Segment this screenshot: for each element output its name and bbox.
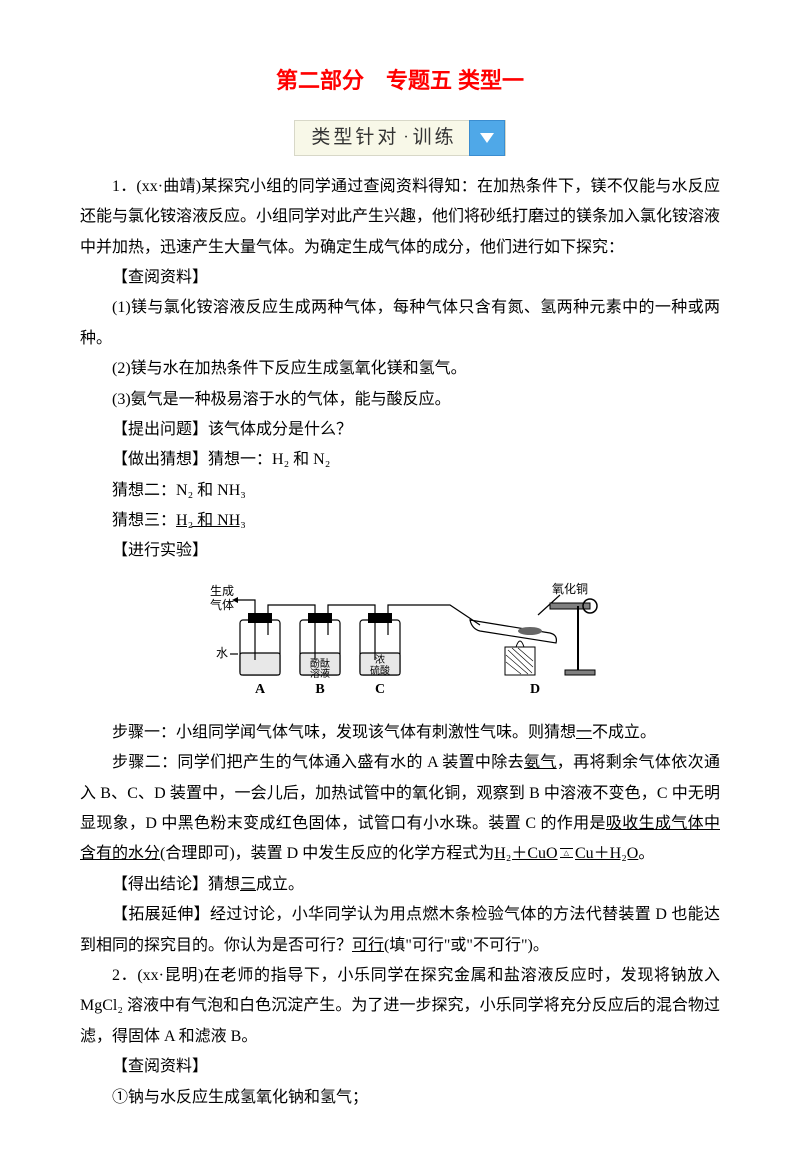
guess3-body: H₂ 和 NH₃ bbox=[176, 512, 246, 529]
q1-guess2: 猜想二：N₂ 和 NH₃ bbox=[80, 476, 720, 506]
q1-step1: 步骤一：小组同学闻气体气味，发现该气体有刺激性气味。则猜想一不成立。 bbox=[80, 718, 720, 748]
label-gas2: 气体 bbox=[210, 597, 234, 612]
label-b2b: 硫酸 bbox=[370, 664, 390, 677]
cap-A: A bbox=[255, 682, 266, 697]
q1-section-jinxing: 【进行实验】 bbox=[80, 536, 720, 566]
step2-ans1: 氨气 bbox=[524, 754, 557, 771]
step1-post: 不成立。 bbox=[592, 724, 656, 741]
label-b2: 浓 bbox=[375, 654, 385, 666]
tuozhan-ans: 可行 bbox=[352, 937, 384, 954]
guess1-body: H₂ 和 N₂ bbox=[272, 451, 330, 468]
q1-bullet2: (2)镁与水在加热条件下反应生成氢氧化镁和氢气。 bbox=[80, 354, 720, 384]
step2-eq1: H₂＋CuO bbox=[494, 845, 557, 862]
page-title: 第二部分 专题五 类型一 bbox=[80, 60, 720, 102]
banner-container: 类型针对 · 训练 bbox=[80, 120, 720, 156]
step2-pre: 步骤二：同学们把产生的气体通入盛有水的 A 装置中除去 bbox=[112, 754, 524, 771]
step2-end: 。 bbox=[638, 845, 654, 862]
label-cuo: 氧化铜 bbox=[552, 581, 588, 596]
q1-bullet3: (3)氨气是一种极易溶于水的气体，能与酸反应。 bbox=[80, 385, 720, 415]
guess2-body: N₂ 和 NH₃ bbox=[176, 482, 246, 499]
q1-guess1: 【做出猜想】猜想一：H₂ 和 N₂ bbox=[80, 445, 720, 475]
banner-text-2: 训练 bbox=[413, 120, 457, 156]
label-water: 水 bbox=[216, 646, 228, 660]
label-gas1: 生成 bbox=[210, 584, 234, 598]
step1-ans: 一 bbox=[576, 724, 592, 741]
cap-C: C bbox=[375, 682, 385, 697]
guess3-label: 猜想三： bbox=[112, 512, 176, 529]
q1-intro: 1．(xx·曲靖)某探究小组的同学通过查阅资料得知：在加热条件下，镁不仅能与水反… bbox=[80, 172, 720, 263]
step2-mid2: (合理即可)，装置 D 中发生反应的化学方程式为 bbox=[160, 845, 494, 862]
q1-section-chayue: 【查阅资料】 bbox=[80, 263, 720, 293]
guess1-label: 【做出猜想】猜想一： bbox=[112, 451, 272, 468]
banner-separator: · bbox=[403, 123, 408, 153]
q2-bullet1: ①钠与水反应生成氢氧化钠和氢气； bbox=[80, 1083, 720, 1113]
label-b1b: 溶液 bbox=[310, 667, 330, 680]
q1-guess3: 猜想三：H₂ 和 NH₃ bbox=[80, 506, 720, 536]
step1-pre: 步骤一：小组同学闻气体气味，发现该气体有刺激性气味。则猜想 bbox=[112, 724, 576, 741]
q1-section-tichu: 【提出问题】该气体成分是什么？ bbox=[80, 415, 720, 445]
q2-intro: 2．(xx·昆明)在老师的指导下，小乐同学在探究金属和盐溶液反应时，发现将钠放入… bbox=[80, 961, 720, 1052]
arrow-down-icon bbox=[480, 133, 494, 143]
q1-bullet1: (1)镁与氯化铵溶液反应生成两种气体，每种气体只含有氮、氢两种元素中的一种或两种… bbox=[80, 293, 720, 354]
step2-eq2: Cu＋H₂O bbox=[575, 845, 638, 862]
cap-D: D bbox=[530, 682, 540, 697]
q2-section-chayue: 【查阅资料】 bbox=[80, 1052, 720, 1082]
dechu-post: 成立。 bbox=[256, 876, 304, 893]
q1-step2: 步骤二：同学们把产生的气体通入盛有水的 A 装置中除去氨气，再将剩余气体依次通入… bbox=[80, 748, 720, 870]
experiment-diagram: 生成 气体 水 A 酚酞 溶液 B 浓 硫酸 C bbox=[80, 575, 720, 710]
cap-B: B bbox=[315, 682, 324, 697]
banner-text-1: 类型针对 bbox=[311, 120, 399, 156]
arrow-box bbox=[469, 120, 505, 156]
q1-section-dechu: 【得出结论】猜想三成立。 bbox=[80, 870, 720, 900]
eq-cond: △ bbox=[558, 845, 575, 862]
dechu-pre: 【得出结论】猜想 bbox=[112, 876, 240, 893]
banner: 类型针对 · 训练 bbox=[294, 120, 505, 156]
q1-section-tuozhan: 【拓展延伸】经过讨论，小华同学认为用点燃木条检验气体的方法代替装置 D 也能达到… bbox=[80, 900, 720, 961]
tuozhan-post: (填"可行"或"不可行")。 bbox=[384, 937, 549, 954]
guess2-label: 猜想二： bbox=[112, 482, 176, 499]
dechu-ans: 三 bbox=[240, 876, 256, 893]
